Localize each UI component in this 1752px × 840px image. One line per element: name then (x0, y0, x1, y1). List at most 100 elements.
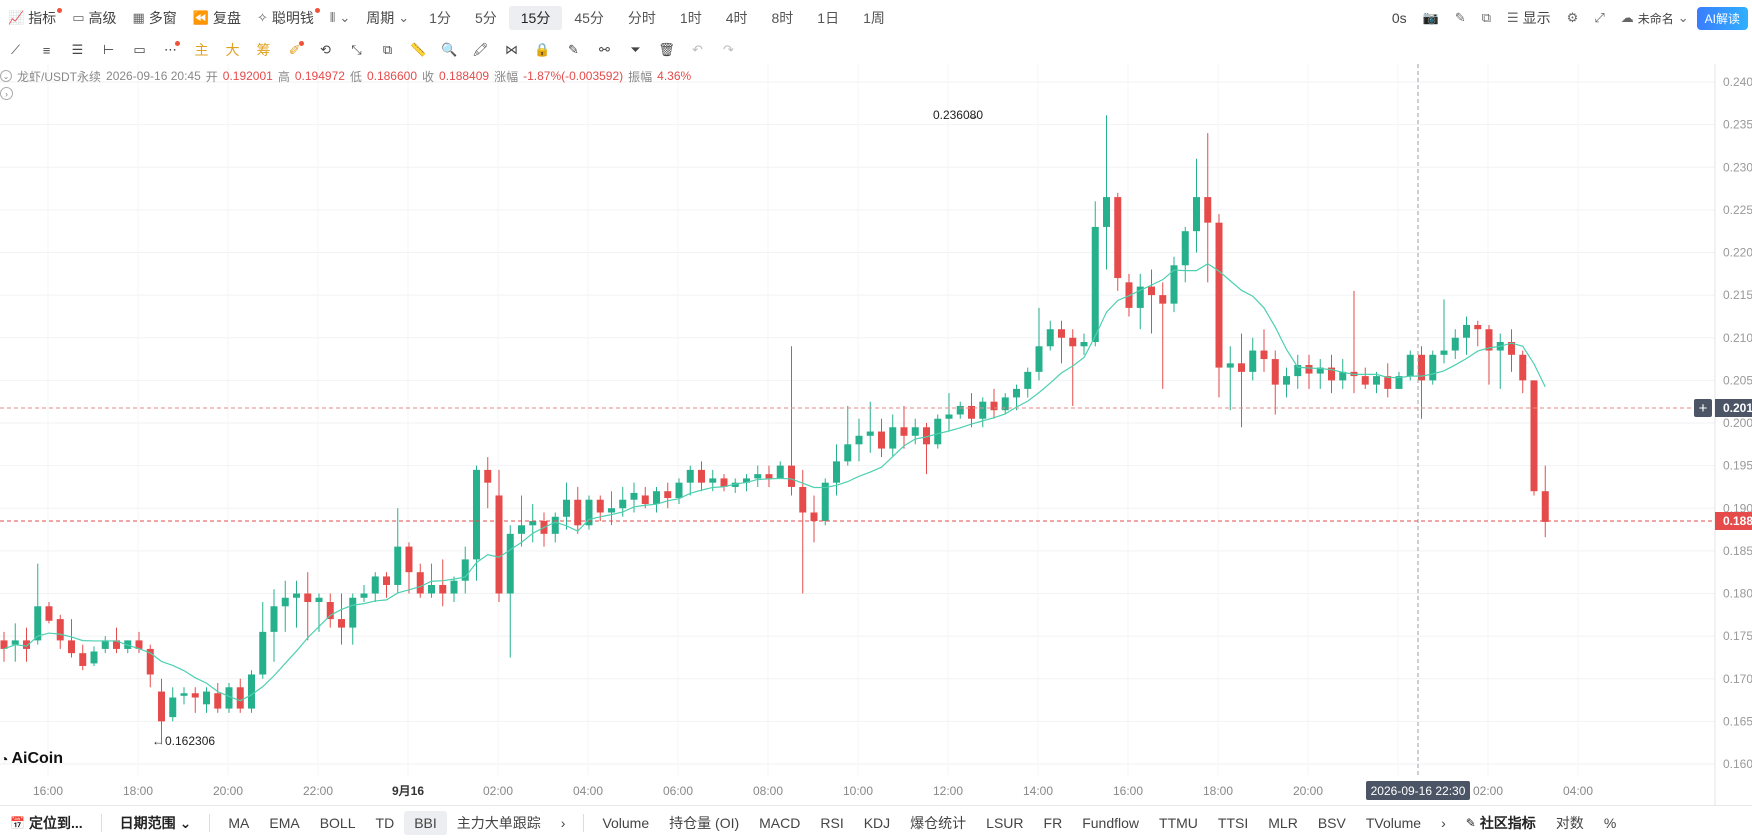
locate-button[interactable]: 📅 定位到... (0, 811, 93, 835)
chip-tool[interactable]: 筹 (256, 42, 271, 58)
candle-up[interactable] (1395, 376, 1403, 389)
candle-up[interactable] (956, 405, 964, 415)
export-icon[interactable]: ⧉ (1481, 10, 1492, 25)
candle-up[interactable] (1091, 226, 1099, 343)
candle-up[interactable] (1283, 376, 1290, 385)
candle-down[interactable] (1058, 329, 1065, 338)
candle-up[interactable] (754, 474, 762, 479)
multi-window-menu[interactable]: ▦ 多窗 (124, 5, 184, 31)
sub-indicator-button[interactable]: Volume (602, 815, 650, 831)
advanced-menu[interactable]: ▭ 高级 (64, 5, 124, 31)
candle-up[interactable] (1373, 376, 1380, 385)
candle-up[interactable] (675, 482, 683, 499)
candle-up[interactable] (1406, 354, 1414, 377)
candle-down[interactable] (79, 653, 87, 666)
candle-up[interactable] (1080, 342, 1088, 347)
brush-icon[interactable]: ✐ (279, 37, 310, 63)
candle-down[interactable] (990, 401, 998, 411)
candle-up[interactable] (1193, 197, 1200, 232)
candle-down[interactable] (158, 691, 165, 722)
sub-indicator-button[interactable]: FR (1043, 815, 1063, 831)
camera-icon[interactable]: 📷 (1422, 10, 1439, 25)
main-indicator-button[interactable]: BOLL (319, 815, 356, 831)
chevron-right-icon[interactable]: › (1441, 815, 1446, 831)
candle-up[interactable] (1294, 365, 1302, 377)
sync-icon[interactable]: ⟲ (320, 42, 331, 57)
candle-up[interactable] (653, 491, 660, 504)
candle-down[interactable] (596, 499, 604, 513)
copy-icon[interactable]: ⧉ (382, 42, 393, 57)
candle-up[interactable] (529, 521, 537, 526)
candle-up[interactable] (608, 508, 615, 513)
candle-up[interactable] (394, 546, 402, 585)
candle-up[interactable] (855, 435, 863, 445)
candle-down[interactable] (146, 648, 154, 675)
candle-up[interactable] (1316, 367, 1324, 374)
candle-down[interactable] (113, 640, 120, 649)
candle-down[interactable] (191, 693, 199, 698)
candle-up[interactable] (934, 418, 942, 445)
candle-up[interactable] (461, 559, 469, 581)
price-chart[interactable]: 0.240 0.235 0.230 0.225 0.220 0.215 0.210 0.205… (0, 0, 1752, 805)
sub-indicator-button[interactable]: Fundflow (1082, 815, 1140, 831)
candle-up[interactable] (1046, 329, 1054, 347)
candle-down[interactable] (664, 491, 672, 499)
candle-up[interactable] (911, 427, 919, 436)
candle-down[interactable] (1418, 354, 1425, 381)
sub-indicator-button[interactable]: KDJ (863, 815, 891, 831)
candle-down[interactable] (23, 640, 30, 649)
candle-up[interactable] (619, 499, 627, 509)
candle-up[interactable] (630, 492, 638, 500)
candle-down[interactable] (416, 572, 424, 594)
candle-down[interactable] (900, 427, 908, 436)
candle-down[interactable] (0, 640, 8, 649)
display-menu[interactable]: ☰ 显示 (1499, 5, 1559, 31)
period-button[interactable]: 1分 (429, 10, 451, 26)
undo-icon[interactable]: ↶ (692, 42, 703, 57)
candle-down[interactable] (1361, 376, 1369, 385)
add-alert-button[interactable] (1694, 399, 1712, 417)
candle-down[interactable] (1305, 365, 1313, 374)
candle-down[interactable] (439, 584, 447, 594)
candle-up[interactable] (1463, 324, 1470, 338)
period-menu[interactable]: 周期 ⌄ (358, 5, 417, 31)
candle-down[interactable] (641, 495, 649, 504)
sub-indicator-button[interactable]: 爆仓统计 (910, 815, 967, 831)
candle-up[interactable] (844, 444, 852, 462)
lock-icon[interactable]: 🔒 (534, 42, 551, 57)
candle-up[interactable] (1035, 346, 1043, 372)
fullscreen-icon[interactable]: ⤢ (1594, 10, 1605, 25)
filter-icon[interactable]: ⏷ (630, 42, 641, 57)
ruler-icon[interactable]: 📏 (410, 42, 427, 57)
candle-up[interactable] (1136, 286, 1144, 308)
candle-down[interactable] (1260, 350, 1268, 360)
candle-down[interactable] (68, 640, 75, 654)
ai-interpret-button[interactable]: AI解读 (1696, 6, 1748, 30)
candle-up[interactable] (979, 401, 987, 419)
period-button[interactable]: 8时 (771, 10, 794, 26)
community-indicators-button[interactable]: ✎ 社区指标 (1456, 811, 1546, 835)
candle-up[interactable] (821, 482, 829, 522)
candle-down[interactable] (383, 576, 390, 585)
main-indicator-button[interactable]: BBI (404, 811, 447, 835)
candle-down[interactable] (326, 602, 334, 620)
parallel-lines-icon[interactable]: ≡ (42, 42, 51, 58)
candle-up[interactable] (90, 651, 98, 664)
sub-indicator-button[interactable]: BSV (1317, 815, 1346, 831)
candle-down[interactable] (574, 499, 582, 526)
percent-scale-toggle[interactable]: % (1603, 815, 1617, 831)
main-indicator-button[interactable]: TD (375, 815, 395, 831)
price-axis[interactable] (1715, 64, 1752, 804)
candle-down[interactable] (214, 693, 222, 709)
candle-up[interactable] (259, 631, 267, 675)
measure-icon[interactable]: ⤡ (351, 42, 362, 57)
candle-up[interactable] (1103, 197, 1110, 227)
candle-down[interactable] (135, 640, 143, 649)
main-indicator-button[interactable]: 主力大单跟踪 (456, 815, 541, 831)
candle-up[interactable] (518, 525, 525, 534)
candle-up[interactable] (1013, 388, 1020, 398)
period-button[interactable]: 45分 (574, 10, 604, 26)
candle-up[interactable] (1181, 231, 1189, 266)
candle-down[interactable] (484, 469, 492, 483)
candle-down[interactable] (810, 512, 818, 522)
